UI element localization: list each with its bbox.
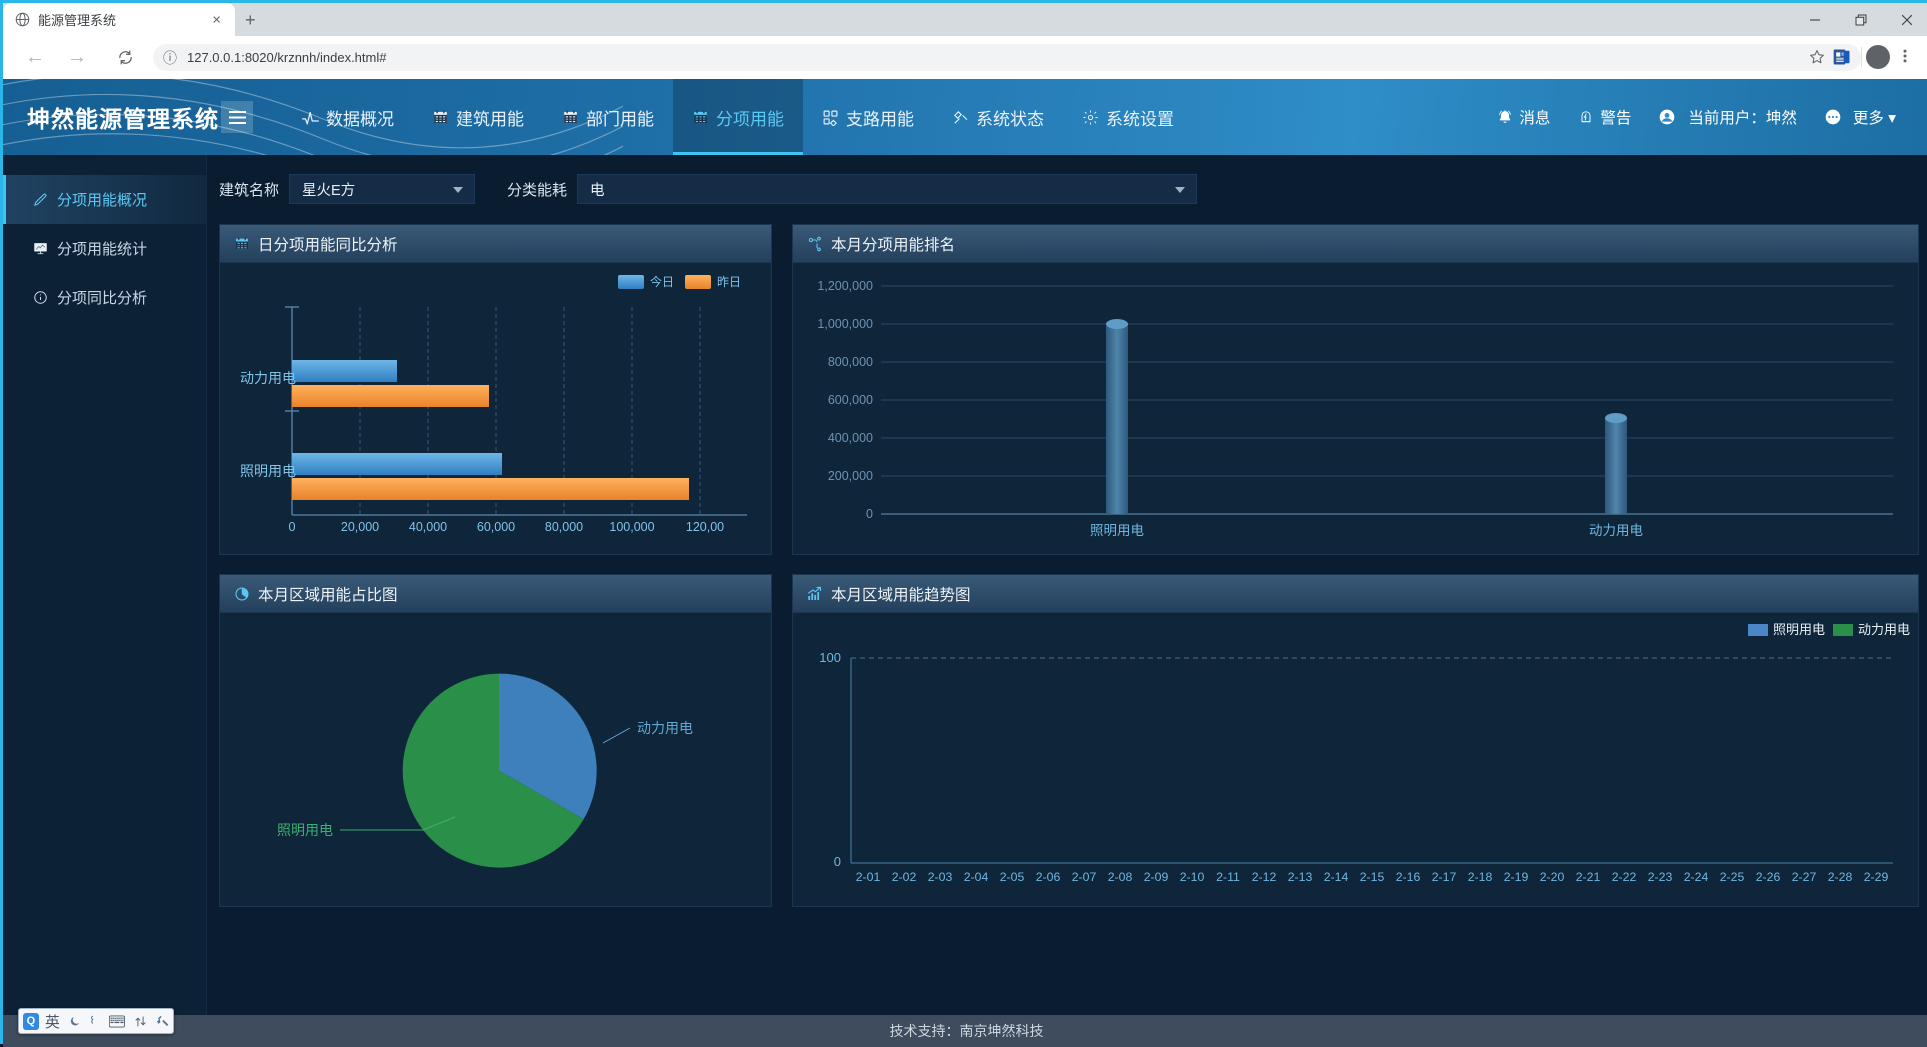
svg-text:2-10: 2-10 — [1180, 870, 1205, 884]
svg-text:照明用电: 照明用电 — [1090, 523, 1144, 538]
svg-text:2-04: 2-04 — [964, 870, 989, 884]
svg-text:2-24: 2-24 — [1684, 870, 1709, 884]
svg-text:2-17: 2-17 — [1432, 870, 1457, 884]
svg-text:动力用电: 动力用电 — [240, 370, 296, 386]
svg-text:1,200,000: 1,200,000 — [817, 279, 873, 293]
svg-text:2-26: 2-26 — [1756, 870, 1781, 884]
svg-text:动力用电: 动力用电 — [1589, 523, 1643, 538]
svg-text:2-07: 2-07 — [1072, 870, 1097, 884]
svg-text:400,000: 400,000 — [828, 431, 873, 445]
svg-text:2-27: 2-27 — [1792, 870, 1817, 884]
svg-text:2-16: 2-16 — [1396, 870, 1421, 884]
svg-text:1,000,000: 1,000,000 — [817, 317, 873, 331]
svg-text:100,000: 100,000 — [609, 520, 654, 534]
svg-text:2-12: 2-12 — [1252, 870, 1277, 884]
svg-text:2-06: 2-06 — [1036, 870, 1061, 884]
svg-text:2-25: 2-25 — [1720, 870, 1745, 884]
svg-text:动力用电: 动力用电 — [1858, 622, 1910, 637]
svg-text:60,000: 60,000 — [477, 520, 515, 534]
svg-text:2-20: 2-20 — [1540, 870, 1565, 884]
svg-text:照明用电: 照明用电 — [240, 463, 296, 479]
svg-text:照明用电: 照明用电 — [1773, 622, 1825, 637]
svg-text:2-14: 2-14 — [1324, 870, 1349, 884]
svg-text:2-28: 2-28 — [1828, 870, 1853, 884]
svg-text:0: 0 — [289, 520, 296, 534]
svg-text:2-18: 2-18 — [1468, 870, 1493, 884]
svg-text:2-11: 2-11 — [1216, 870, 1240, 884]
svg-text:600,000: 600,000 — [828, 393, 873, 407]
svg-text:2-05: 2-05 — [1000, 870, 1025, 884]
svg-text:800,000: 800,000 — [828, 355, 873, 369]
svg-text:2-02: 2-02 — [892, 870, 917, 884]
svg-text:昨日: 昨日 — [717, 275, 741, 289]
svg-text:0: 0 — [866, 507, 873, 521]
svg-text:200,000: 200,000 — [828, 469, 873, 483]
svg-text:动力用电: 动力用电 — [637, 720, 693, 736]
svg-text:2-13: 2-13 — [1288, 870, 1313, 884]
svg-text:今日: 今日 — [650, 274, 674, 289]
svg-text:2-29: 2-29 — [1864, 870, 1889, 884]
svg-text:40,000: 40,000 — [409, 520, 447, 534]
svg-text:100: 100 — [819, 650, 841, 665]
svg-text:2-23: 2-23 — [1648, 870, 1673, 884]
svg-text:2-22: 2-22 — [1612, 870, 1637, 884]
svg-text:2-08: 2-08 — [1108, 870, 1133, 884]
svg-text:2-21: 2-21 — [1576, 870, 1601, 884]
svg-text:2-09: 2-09 — [1144, 870, 1169, 884]
svg-text:80,000: 80,000 — [545, 520, 583, 534]
svg-text:2-15: 2-15 — [1360, 870, 1385, 884]
svg-text:20,000: 20,000 — [341, 520, 379, 534]
svg-text:120,00: 120,00 — [686, 520, 724, 534]
svg-text:0: 0 — [834, 854, 841, 869]
svg-text:2-01: 2-01 — [856, 870, 881, 884]
svg-text:照明用电: 照明用电 — [277, 822, 333, 838]
svg-text:2-19: 2-19 — [1504, 870, 1529, 884]
svg-text:2-03: 2-03 — [928, 870, 953, 884]
